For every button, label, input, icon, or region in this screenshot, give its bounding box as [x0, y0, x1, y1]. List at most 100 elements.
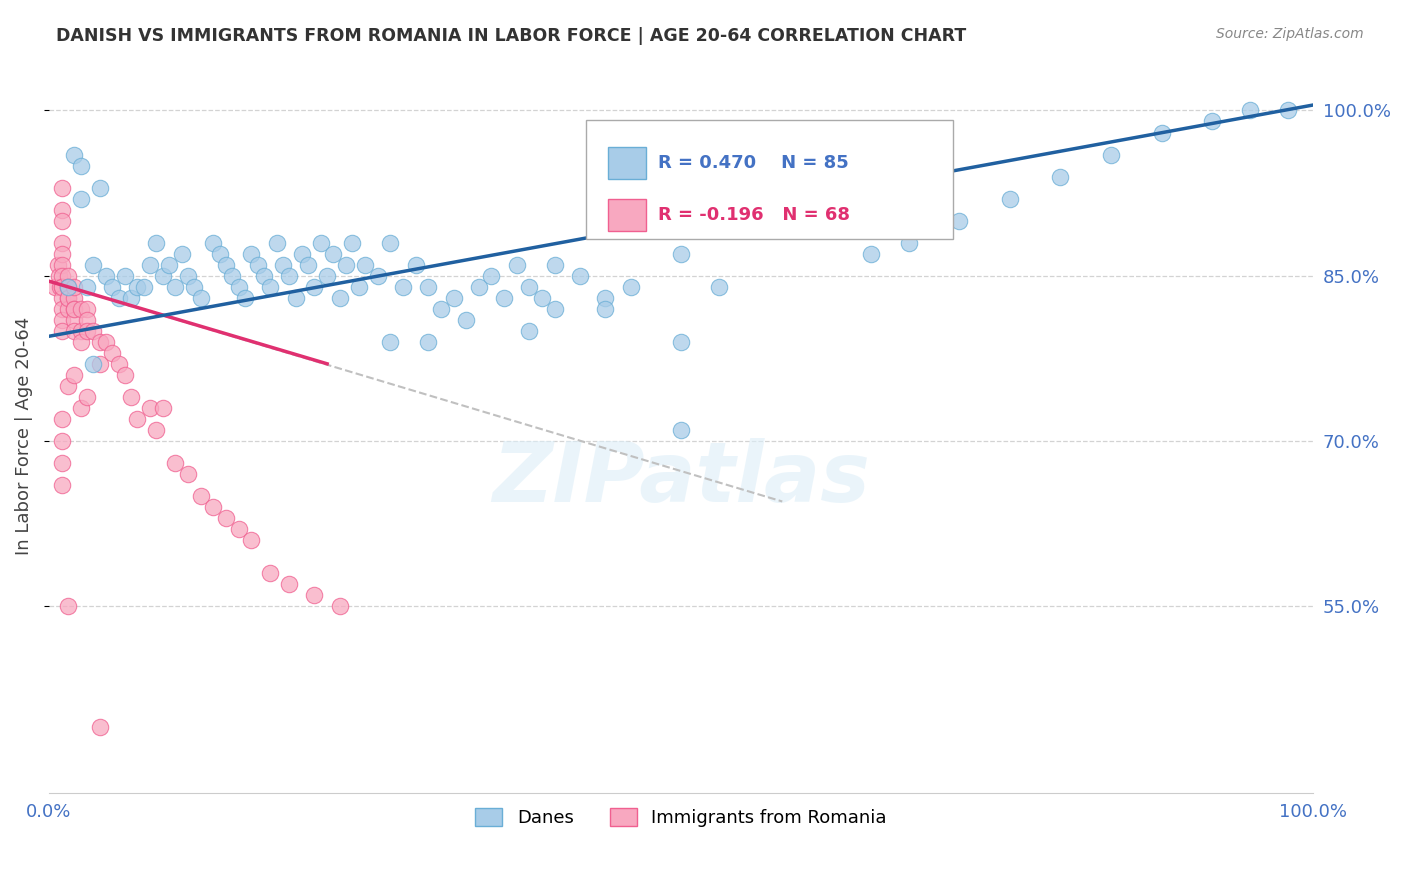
Text: R = -0.196   N = 68: R = -0.196 N = 68 — [658, 206, 851, 224]
Point — [347, 279, 370, 293]
Point — [233, 291, 256, 305]
Point — [76, 301, 98, 316]
Point — [519, 324, 541, 338]
Point — [51, 478, 73, 492]
Point — [322, 246, 344, 260]
Point — [165, 279, 187, 293]
Point — [669, 334, 692, 349]
Point — [51, 268, 73, 283]
Point — [468, 279, 491, 293]
Point — [278, 268, 301, 283]
Point — [51, 412, 73, 426]
Point — [266, 235, 288, 250]
Point — [253, 268, 276, 283]
Point — [48, 268, 70, 283]
Point — [418, 334, 440, 349]
Point — [190, 489, 212, 503]
Point — [51, 301, 73, 316]
Point — [139, 401, 162, 415]
Point — [56, 279, 79, 293]
Point — [1201, 114, 1223, 128]
Point — [271, 258, 294, 272]
Point — [152, 268, 174, 283]
Point — [544, 258, 567, 272]
Point — [94, 334, 117, 349]
Point — [76, 312, 98, 326]
Text: ZIPatlas: ZIPatlas — [492, 438, 870, 519]
Point — [208, 246, 231, 260]
Point — [165, 456, 187, 470]
Point — [380, 334, 402, 349]
Point — [82, 258, 104, 272]
Point — [89, 334, 111, 349]
Point — [329, 291, 352, 305]
Point — [94, 268, 117, 283]
Point — [89, 357, 111, 371]
Point — [309, 235, 332, 250]
Point — [51, 202, 73, 217]
Point — [56, 599, 79, 613]
Point — [221, 268, 243, 283]
Point — [170, 246, 193, 260]
Point — [215, 258, 238, 272]
Point — [481, 268, 503, 283]
Point — [183, 279, 205, 293]
Point — [139, 258, 162, 272]
Point — [63, 312, 86, 326]
Point — [69, 324, 91, 338]
Point — [418, 279, 440, 293]
Point — [56, 279, 79, 293]
Point — [259, 566, 281, 580]
Point — [593, 301, 616, 316]
Point — [82, 324, 104, 338]
Point — [202, 500, 225, 514]
Point — [177, 268, 200, 283]
Point — [335, 258, 357, 272]
Point — [304, 588, 326, 602]
Point — [51, 279, 73, 293]
Point — [51, 258, 73, 272]
Point — [392, 279, 415, 293]
Point — [44, 279, 66, 293]
Point — [228, 279, 250, 293]
Point — [278, 577, 301, 591]
Point — [56, 301, 79, 316]
FancyBboxPatch shape — [607, 199, 645, 231]
Point — [56, 279, 79, 293]
Y-axis label: In Labor Force | Age 20-64: In Labor Force | Age 20-64 — [15, 317, 32, 555]
FancyBboxPatch shape — [607, 146, 645, 179]
Point — [82, 357, 104, 371]
Point — [354, 258, 377, 272]
Point — [76, 279, 98, 293]
Point — [259, 279, 281, 293]
Point — [107, 357, 129, 371]
Point — [202, 235, 225, 250]
Point — [215, 511, 238, 525]
Point — [316, 268, 339, 283]
Point — [430, 301, 453, 316]
Point — [89, 720, 111, 734]
Point — [63, 301, 86, 316]
Point — [1049, 169, 1071, 184]
Text: R = 0.470    N = 85: R = 0.470 N = 85 — [658, 153, 849, 172]
FancyBboxPatch shape — [586, 120, 953, 238]
Point — [51, 235, 73, 250]
Point — [127, 412, 149, 426]
Point — [1099, 147, 1122, 161]
Point — [619, 279, 641, 293]
Point — [284, 291, 307, 305]
Point — [51, 279, 73, 293]
Point — [69, 159, 91, 173]
Point — [51, 213, 73, 227]
Point — [101, 346, 124, 360]
Point — [51, 456, 73, 470]
Point — [63, 324, 86, 338]
Point — [669, 423, 692, 437]
Point — [443, 291, 465, 305]
Point — [127, 279, 149, 293]
Point — [1150, 126, 1173, 140]
Point — [56, 379, 79, 393]
Point — [405, 258, 427, 272]
Point — [51, 246, 73, 260]
Point — [63, 301, 86, 316]
